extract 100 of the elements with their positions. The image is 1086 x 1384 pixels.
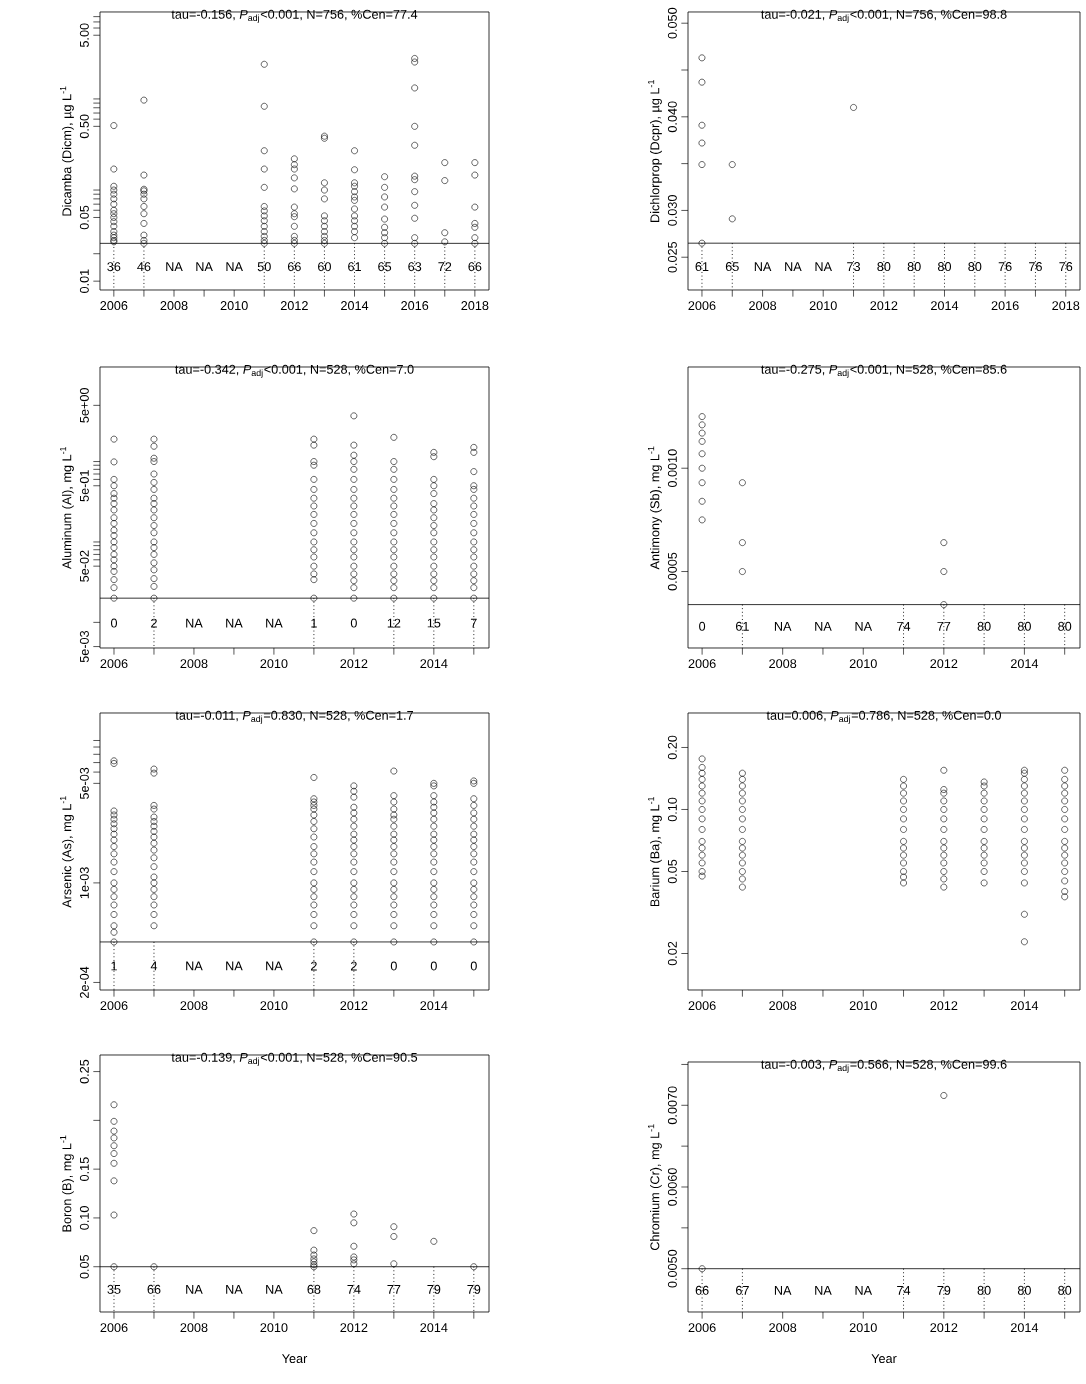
x-tick-label: 2016 [991, 301, 1019, 311]
point [260, 184, 268, 191]
point [940, 883, 948, 891]
point [940, 786, 948, 793]
point [110, 526, 118, 534]
point [310, 802, 318, 809]
point [381, 173, 388, 181]
point [390, 584, 398, 592]
point [430, 577, 438, 585]
point [350, 868, 358, 875]
annotation: 7 [470, 618, 477, 628]
annotation: 80 [968, 262, 982, 272]
point [350, 911, 358, 918]
annotation: 74 [897, 1285, 911, 1295]
point [1021, 844, 1028, 852]
chart-title: tau=-0.342, P$_{adj}$<0.001, N=528, %Cen=7.0 [175, 364, 414, 378]
x-tick-label: 2014 [341, 301, 369, 311]
point [1061, 797, 1069, 805]
point [900, 776, 907, 783]
point [110, 1101, 118, 1109]
point [698, 239, 706, 247]
point [150, 529, 158, 537]
point [390, 805, 398, 813]
point [940, 806, 948, 813]
point [351, 228, 358, 235]
annotation: 66 [468, 262, 482, 272]
x-tick-label: 2018 [1052, 301, 1080, 311]
point [110, 1177, 118, 1185]
point [390, 938, 398, 946]
point [110, 190, 118, 198]
point [441, 238, 449, 246]
y-tick-label: 5e-03 [79, 767, 89, 800]
y-axis-title: Antimony (Sb), mg L$^{-1}$ [648, 446, 662, 570]
point [471, 171, 479, 179]
annotation: 50 [257, 262, 271, 272]
point [110, 901, 118, 909]
annotation: 66 [147, 1284, 161, 1294]
x-tick-label: 2006 [688, 1001, 716, 1011]
point [110, 811, 118, 819]
point [150, 765, 158, 773]
point [698, 806, 706, 813]
point [698, 776, 706, 783]
point [350, 793, 358, 801]
annotation: 79 [937, 1285, 951, 1295]
point [351, 193, 358, 201]
x-tick-label: 2012 [340, 1323, 368, 1333]
point [698, 479, 706, 487]
point [350, 850, 358, 858]
point [698, 782, 706, 790]
point [350, 782, 358, 790]
point [110, 825, 118, 833]
point [739, 859, 746, 867]
annotation: 76 [998, 262, 1012, 272]
point [470, 830, 478, 838]
point [110, 435, 118, 443]
annotation: 15 [427, 618, 441, 628]
point [470, 836, 478, 844]
point [351, 182, 358, 190]
point [698, 464, 706, 472]
point [350, 1210, 358, 1218]
x-tick-label: 2006 [100, 301, 128, 311]
point [110, 165, 118, 173]
point [430, 782, 438, 790]
point [470, 802, 478, 809]
point [940, 851, 948, 859]
point [351, 179, 358, 187]
point [350, 815, 358, 823]
point [1021, 868, 1028, 875]
point [310, 811, 318, 819]
point [110, 830, 118, 838]
point [1021, 838, 1028, 845]
point [470, 562, 478, 570]
x-tick-label: 2010 [220, 301, 248, 311]
point [1061, 893, 1069, 901]
point [110, 551, 118, 558]
annotation: NA [186, 961, 203, 971]
point [390, 843, 398, 850]
annotation: 65 [725, 262, 739, 272]
point [470, 777, 478, 785]
point [900, 873, 907, 881]
point [150, 846, 158, 854]
point [260, 237, 268, 244]
point [390, 494, 398, 502]
point [110, 490, 118, 497]
point [698, 54, 706, 62]
point [470, 577, 478, 585]
point [900, 844, 907, 852]
point [310, 576, 318, 583]
point [471, 159, 479, 166]
point [150, 863, 158, 871]
x-tick-label: 2012 [930, 1323, 958, 1333]
point [350, 787, 358, 795]
x-tick-label: 2010 [260, 1323, 288, 1333]
point [470, 511, 478, 518]
point [381, 239, 388, 247]
annotation: 35 [107, 1284, 121, 1294]
point [940, 601, 948, 608]
y-tick-label: 0.05 [79, 1254, 89, 1279]
point [150, 839, 158, 847]
point [150, 1263, 158, 1271]
